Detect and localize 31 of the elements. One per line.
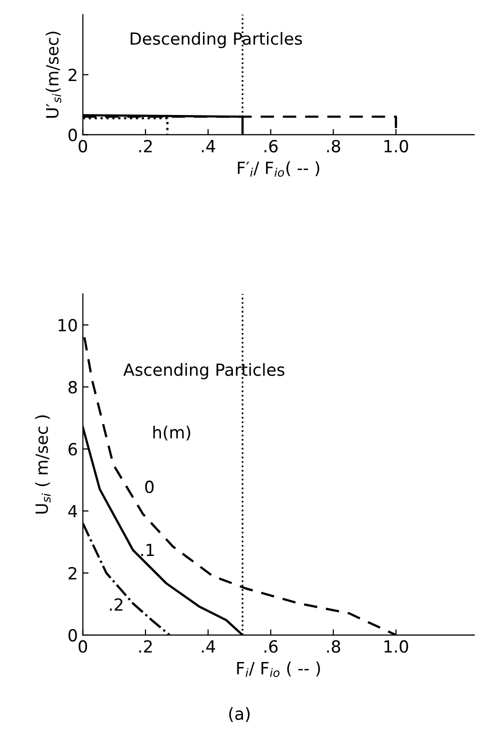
annotation: .2 xyxy=(110,598,122,611)
x-tick-label: 0 xyxy=(78,140,88,152)
x-axis-title: F$_{i}$/ F$_{io}$ ( -- ) xyxy=(237,662,320,678)
x-tick-label: .4 xyxy=(202,140,216,152)
x-tick-label: .2 xyxy=(139,640,152,653)
x-tick-label: 1.0 xyxy=(384,640,408,653)
y-axis-title: U$_{si}$ ( m/sec ) xyxy=(35,415,51,514)
x-tick-label: .4 xyxy=(202,640,216,653)
y-tick-label: 8 xyxy=(68,380,77,394)
x-tick-label: .8 xyxy=(327,140,340,152)
y-axis-title: U′$_{si}$(m/sec) xyxy=(46,32,62,118)
x-tick-label: .2 xyxy=(139,140,152,152)
x-tick-label: .8 xyxy=(327,640,340,653)
annotation: .1 xyxy=(141,544,154,556)
x-tick-label: .6 xyxy=(264,140,278,152)
annotation: 0 xyxy=(145,480,154,494)
x-tick-label: 0 xyxy=(78,640,88,653)
text: Ascending Particles xyxy=(123,363,284,380)
y-tick-label: 2 xyxy=(68,68,76,81)
x-axis-title: F′$_{i}$/ F$_{io}$( -- ) xyxy=(238,161,320,177)
annotation: h(m) xyxy=(153,426,190,441)
text: Descending Particles xyxy=(130,32,302,48)
y-tick-label: 4 xyxy=(68,505,78,518)
y-tick-label: 0 xyxy=(68,128,77,142)
x-tick-label: .6 xyxy=(264,640,278,653)
y-tick-label: 6 xyxy=(68,442,77,456)
y-tick-label: 2 xyxy=(68,566,76,580)
y-tick-label: 10 xyxy=(58,318,77,332)
x-tick-label: 1.0 xyxy=(384,140,408,152)
y-tick-label: 0 xyxy=(68,628,77,642)
text: (a) xyxy=(229,707,250,722)
